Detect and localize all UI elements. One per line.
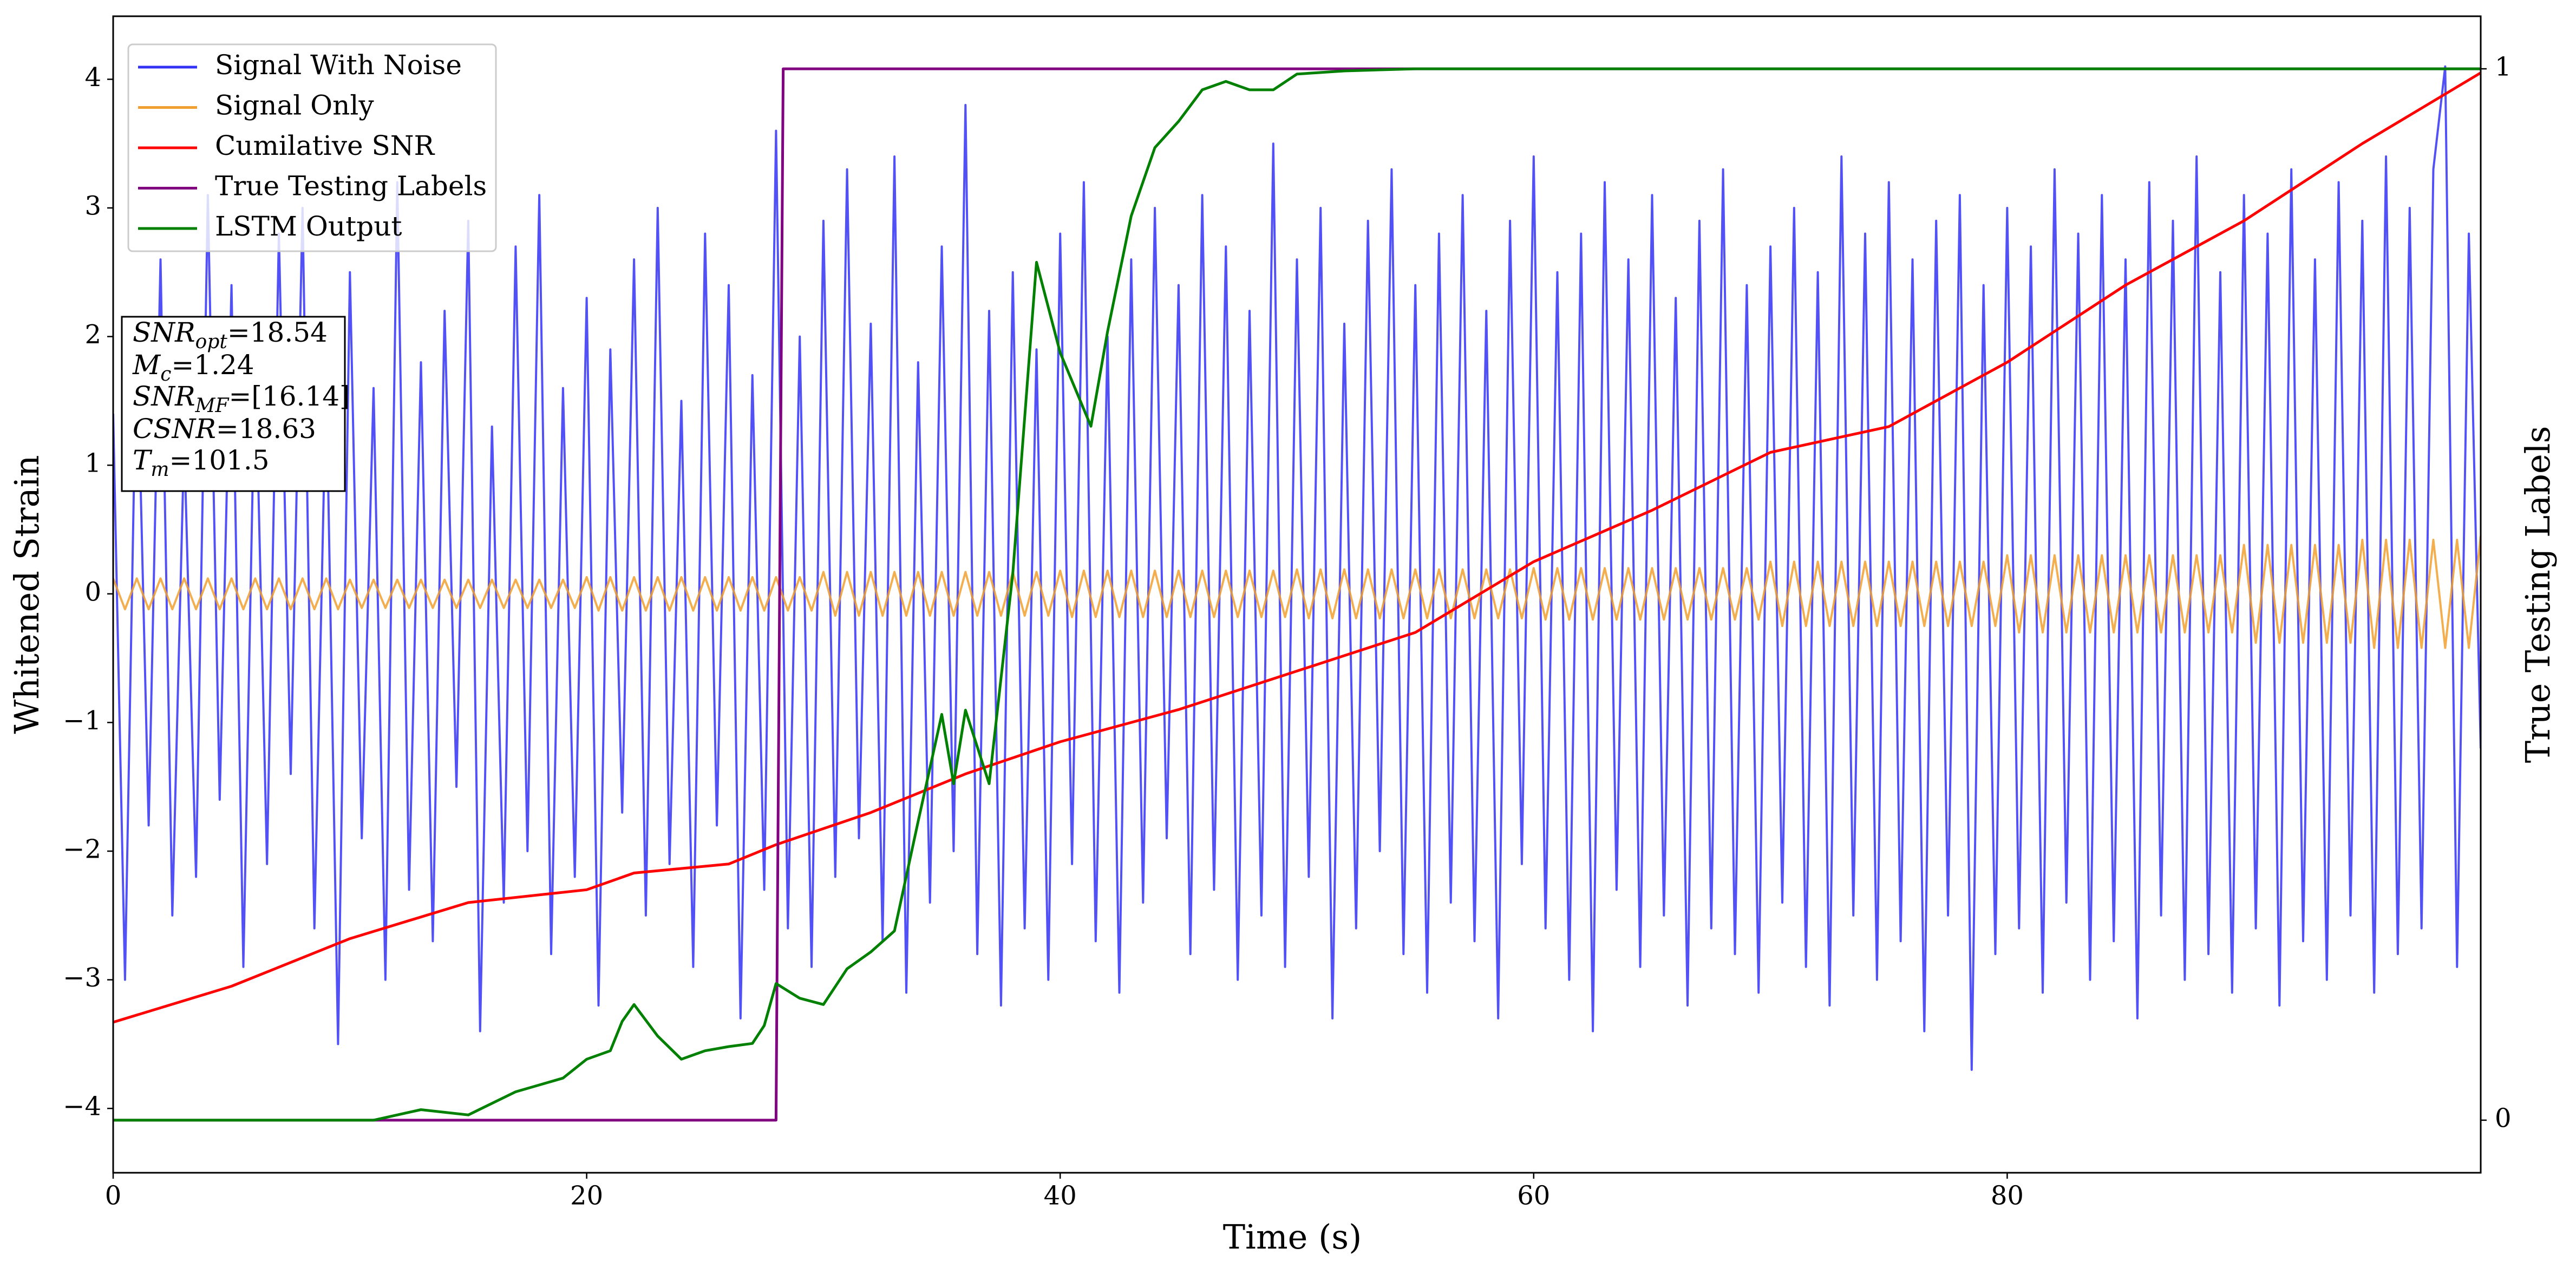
annotation-value: =18.63 — [216, 413, 316, 445]
legend-label: Cumilative SNR — [215, 130, 435, 161]
annotation-line: SNRopt=18.54 — [133, 317, 328, 353]
y2-tick-label: 0 — [2495, 1103, 2512, 1133]
y-tick-label: −4 — [63, 1092, 101, 1122]
annotation-subscript: c — [160, 363, 171, 386]
annotation-subscript: MF — [195, 395, 230, 417]
y-tick-label: 2 — [84, 319, 101, 350]
annotation-subscript: m — [151, 459, 169, 481]
x-axis-label: Time (s) — [1223, 1217, 1362, 1257]
x-tick-label: 80 — [1991, 1181, 2024, 1211]
y-tick-label: 3 — [84, 191, 101, 221]
annotation-line: SNRMF=[16.14] — [133, 381, 350, 417]
x-tick-label: 20 — [570, 1181, 603, 1211]
annotation-symbol: T — [133, 445, 153, 476]
annotation-value: =1.24 — [171, 349, 254, 381]
y-tick-label: −1 — [63, 705, 101, 736]
annotation-value: =101.5 — [169, 445, 270, 476]
x-tick-label: 60 — [1517, 1181, 1550, 1211]
annotation-value: =[16.14] — [229, 381, 350, 412]
plot-area — [113, 65, 2481, 1122]
annotation: SNRopt=18.54Mc=1.24SNRMF=[16.14]CSNR=18.… — [121, 316, 350, 492]
annotation-line: CSNR=18.63 — [133, 413, 316, 445]
legend-label: LSTM Output — [215, 211, 402, 242]
annotation-value: =18.54 — [227, 317, 328, 348]
legend-box — [127, 43, 497, 252]
series-line — [113, 65, 2481, 1071]
annotation-symbol: M — [132, 349, 161, 381]
annotation-subscript: opt — [195, 331, 228, 353]
legend-label: True Testing Labels — [215, 171, 487, 202]
annotation-symbol: SNR — [133, 317, 195, 348]
y-axis-label: Whitened Strain — [7, 455, 47, 734]
legend-label: Signal With Noise — [215, 49, 462, 81]
legend: Signal With Noise Signal Only Cumilative S… — [127, 43, 497, 252]
y-tick-label: −3 — [63, 963, 101, 993]
x-tick-label: 0 — [105, 1181, 122, 1211]
annotation-box — [121, 316, 346, 492]
y-tick-label: 4 — [84, 62, 101, 93]
series-line — [113, 535, 2481, 649]
annotation-symbol: CSNR — [133, 413, 216, 445]
y-tick-label: 0 — [84, 577, 101, 607]
y-tick-label: −2 — [63, 834, 101, 865]
series-line — [113, 67, 2481, 1122]
y2-tick-label: 1 — [2495, 52, 2512, 82]
series-line — [113, 71, 2481, 1024]
annotation-line: Tm=101.5 — [133, 445, 270, 481]
legend-label: Signal Only — [215, 90, 374, 121]
y2-axis-label: True Testing Labels — [2518, 426, 2558, 763]
annotation-symbol: SNR — [133, 381, 195, 412]
annotation-line: Mc=1.24 — [132, 349, 254, 386]
y-tick-label: 1 — [84, 448, 101, 479]
x-tick-label: 40 — [1044, 1181, 1077, 1211]
